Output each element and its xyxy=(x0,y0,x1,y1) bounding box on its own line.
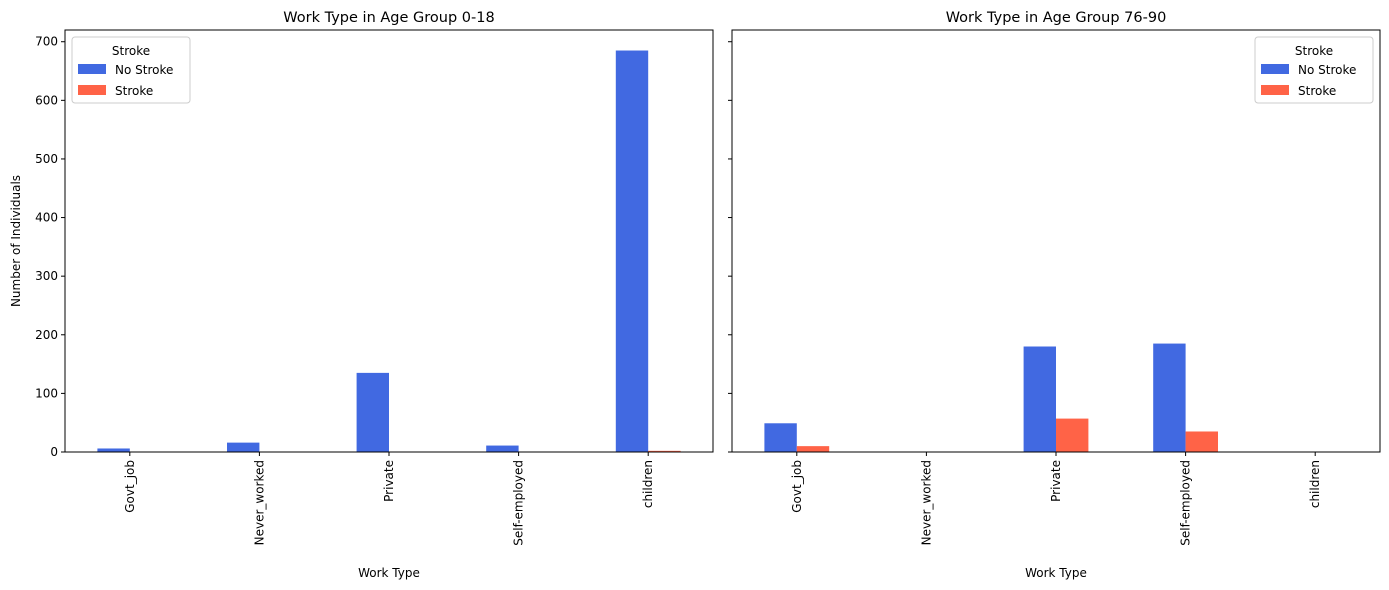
x-tick-label-self-employed: Self-employed xyxy=(1179,460,1193,546)
y-tick-label-700: 700 xyxy=(35,35,58,49)
chart-panel-age-76-90: Work Type in Age Group 76-90 Work Type G… xyxy=(728,10,1381,580)
x-tick-label-children: children xyxy=(1308,460,1322,508)
x-tick-label-self-employed: Self-employed xyxy=(512,460,526,546)
bar-no-stroke-self-employed xyxy=(1153,343,1186,452)
x-axis-label: Work Type xyxy=(1025,566,1087,580)
y-tick-label-600: 600 xyxy=(35,93,58,107)
y-tick-label-300: 300 xyxy=(35,269,58,283)
bar-stroke-self-employed xyxy=(1185,431,1218,452)
legend-title: Stroke xyxy=(112,44,150,58)
y-axis-label: Number of Individuals xyxy=(9,175,23,307)
bar-no-stroke-children xyxy=(615,50,649,453)
chart-panel-age-0-18: Work Type in Age Group 0-18 Number of In… xyxy=(9,10,714,580)
chart-title: Work Type in Age Group 76-90 xyxy=(946,10,1167,26)
legend-title: Stroke xyxy=(1295,44,1333,58)
y-tick-label-500: 500 xyxy=(35,152,58,166)
bar-stroke-private xyxy=(1056,418,1089,452)
plot-area: Govt_job Never_worked Private Self-employed… xyxy=(728,41,1322,546)
x-tick-label-private: Private xyxy=(382,460,396,502)
plot-frame xyxy=(64,29,714,453)
x-tick-label-never-worked: Never_worked xyxy=(252,460,266,545)
legend: Stroke No Stroke Stroke xyxy=(1254,36,1374,104)
legend-swatch-no-stroke xyxy=(1261,64,1289,74)
bar-no-stroke-private xyxy=(1023,346,1056,452)
plot-area: Govt_job Never_worked Private Self-employed… xyxy=(35,35,681,546)
bar-no-stroke-self-employed xyxy=(486,445,519,452)
legend-label-stroke: Stroke xyxy=(115,84,153,98)
legend-swatch-stroke xyxy=(78,85,106,95)
y-tick-label-0: 0 xyxy=(50,445,58,459)
bar-no-stroke-never-worked xyxy=(227,442,260,452)
bar-stroke-govt-job xyxy=(796,446,830,452)
chart-title: Work Type in Age Group 0-18 xyxy=(283,10,494,26)
bar-no-stroke-govt-job xyxy=(97,448,130,452)
y-tick-label-200: 200 xyxy=(35,328,58,342)
legend-label-no-stroke: No Stroke xyxy=(115,63,173,77)
plot-frame xyxy=(731,29,1381,453)
x-tick-label-children: children xyxy=(641,460,655,508)
legend-label-stroke: Stroke xyxy=(1298,84,1336,98)
legend-swatch-no-stroke xyxy=(78,64,106,74)
y-tick-label-400: 400 xyxy=(35,211,58,225)
legend: Stroke No Stroke Stroke xyxy=(71,36,191,104)
x-tick-label-govt-job: Govt_job xyxy=(123,460,137,513)
x-tick-label-govt-job: Govt_job xyxy=(790,460,804,513)
bar-no-stroke-private xyxy=(356,372,389,452)
legend-label-no-stroke: No Stroke xyxy=(1298,63,1356,77)
bar-stroke-children xyxy=(648,450,681,452)
x-tick-label-never-worked: Never_worked xyxy=(919,460,933,545)
x-axis-label: Work Type xyxy=(358,566,420,580)
bar-no-stroke-govt-job xyxy=(764,423,797,452)
y-tick-label-100: 100 xyxy=(35,386,58,400)
x-tick-label-private: Private xyxy=(1049,460,1063,502)
legend-swatch-stroke xyxy=(1261,85,1289,95)
